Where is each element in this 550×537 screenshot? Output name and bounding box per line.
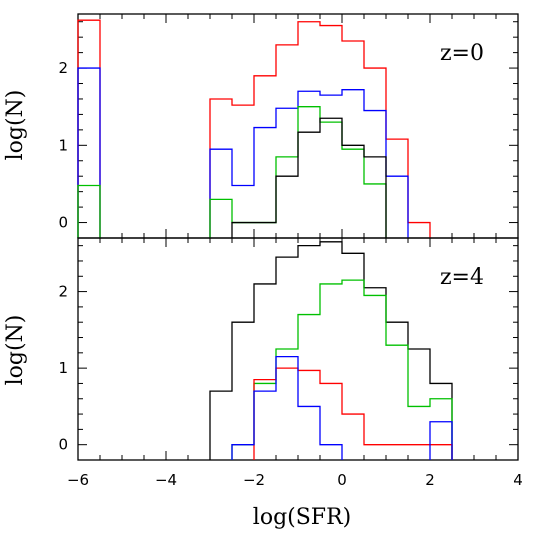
y-tick-label: 2 [58, 283, 68, 301]
x-tick-label: −4 [155, 471, 177, 489]
histogram-series [77, 67, 409, 238]
x-tick-label: 4 [513, 471, 523, 489]
y-axis-label-bottom: log(N) [3, 315, 28, 386]
y-tick-label: 1 [58, 136, 68, 154]
panel-z4: 0 1 2 [58, 237, 519, 461]
histogram-series [209, 241, 453, 460]
panel-label-z0: z=0 [440, 41, 484, 66]
y-tick-label: 2 [58, 59, 68, 77]
panel-label-z4: z=4 [440, 265, 484, 290]
x-tick-labels: −6 −4 −2 0 2 4 [67, 471, 523, 489]
histogram-series [231, 356, 453, 460]
histogram-series [77, 106, 387, 238]
x-tick-label: 2 [425, 471, 435, 489]
y-tick-label: 0 [58, 214, 68, 232]
x-axis-label: log(SFR) [253, 505, 351, 530]
histogram-series [231, 117, 387, 238]
histogram-series [231, 279, 453, 460]
y-tick-label: 0 [58, 436, 68, 454]
histogram-series [253, 367, 453, 460]
y-tick-label: 1 [58, 359, 68, 377]
x-tick-label: −2 [243, 471, 265, 489]
y-axis-label-top: log(N) [3, 90, 28, 161]
x-tick-label: 0 [337, 471, 347, 489]
x-tick-label: −6 [67, 471, 89, 489]
